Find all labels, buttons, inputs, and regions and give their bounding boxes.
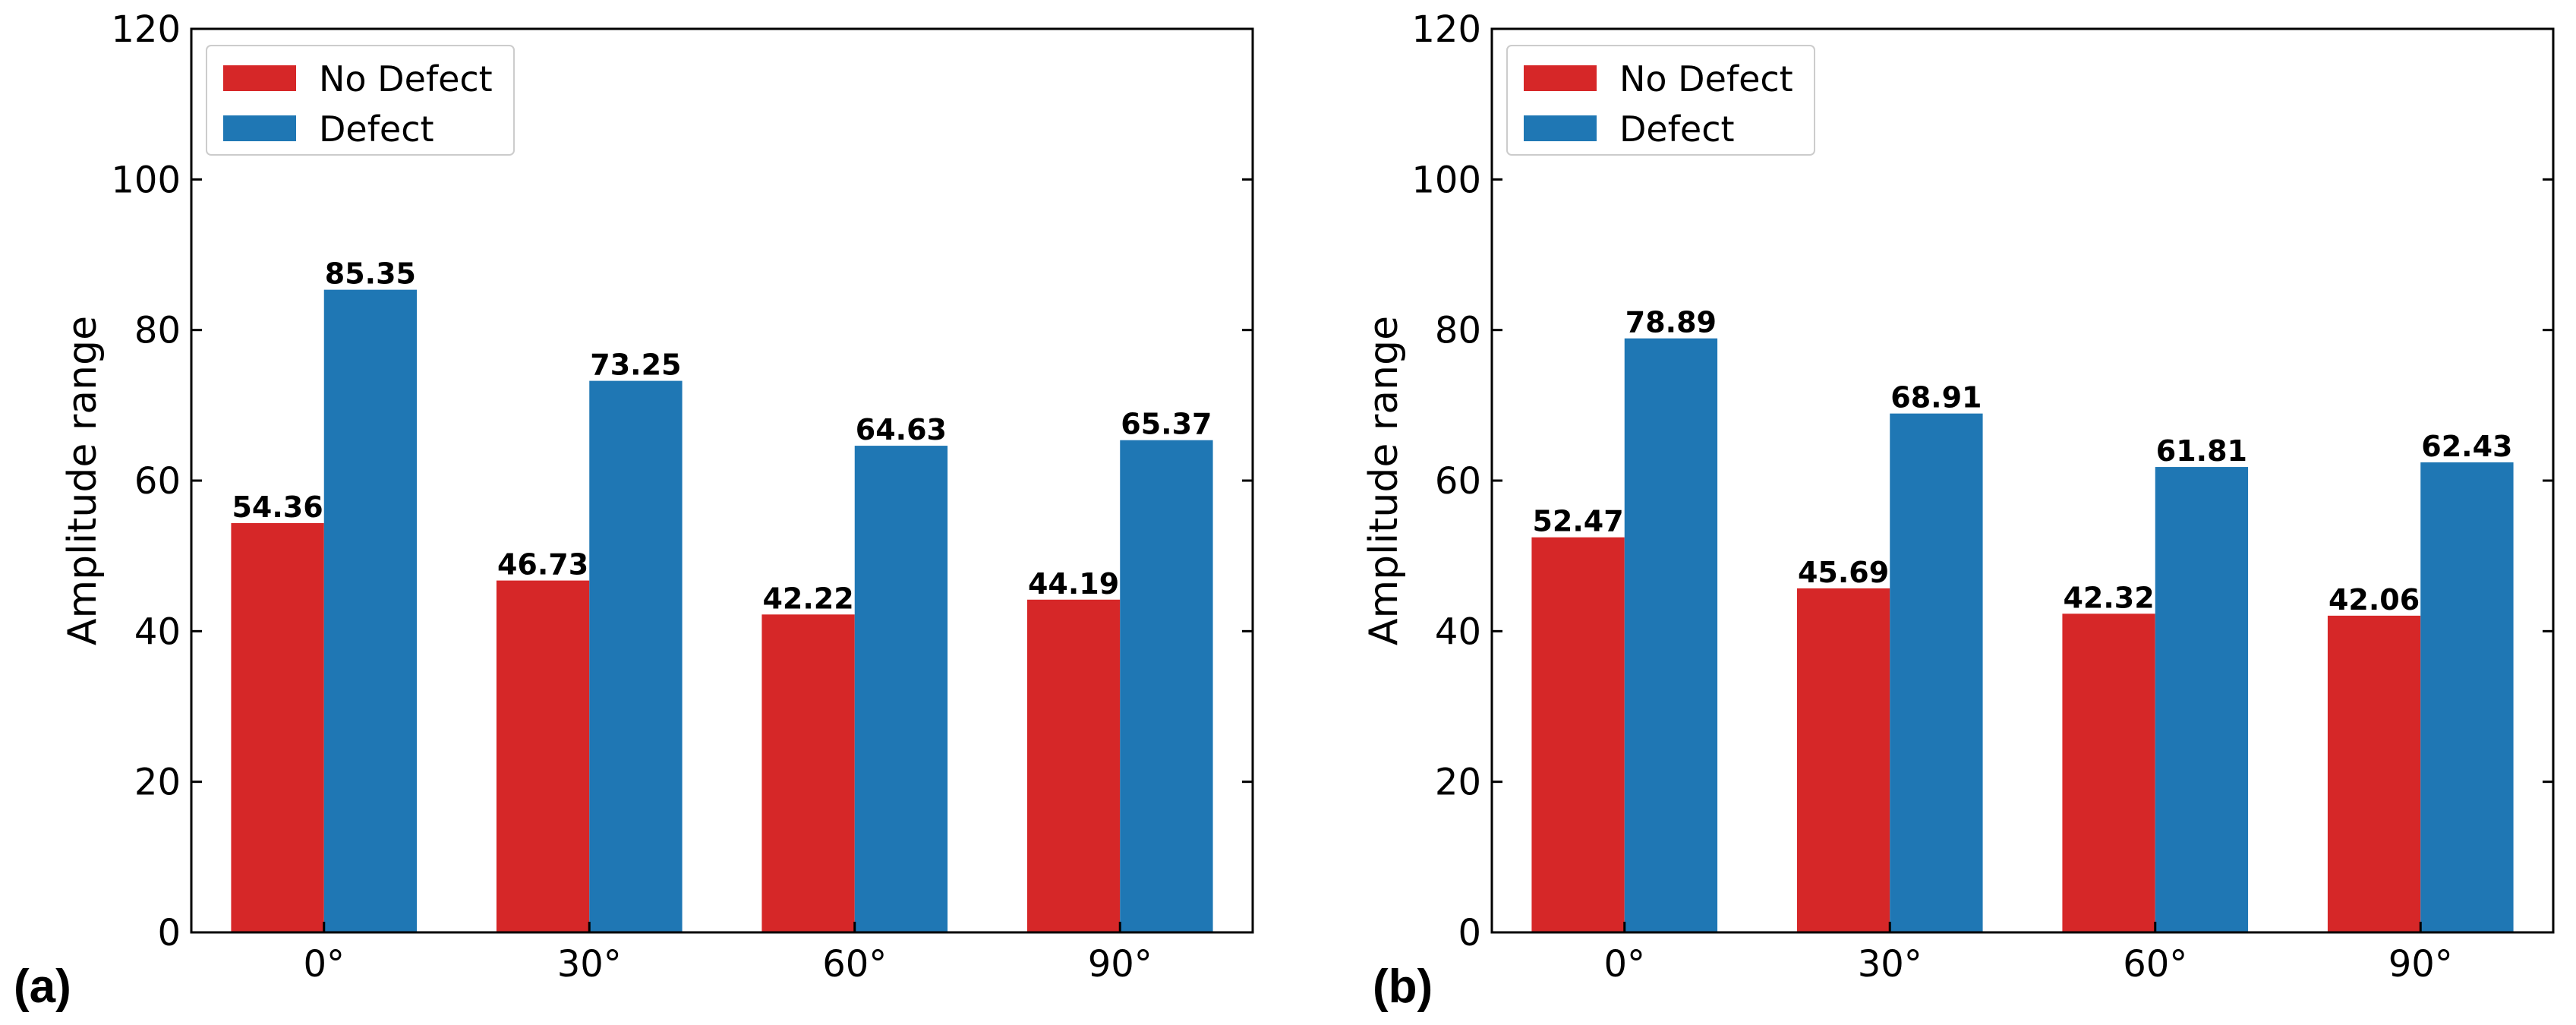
x-tick-group: 0° 30° 60° 90° [303, 922, 1152, 986]
bar-defect [1890, 413, 1983, 932]
legend-swatch-no-defect [223, 65, 296, 91]
bar-defect [2155, 467, 2249, 932]
y-tick-label: 20 [134, 762, 181, 804]
x-tick-label: 30° [557, 943, 622, 986]
bar-defect [589, 380, 683, 933]
bar-value-label: 61.81 [2156, 434, 2247, 468]
bar-value-label: 54.36 [232, 490, 323, 524]
data-label-group: 54.36 85.35 46.73 73.25 42.22 64.63 44.19 65.37 [232, 257, 1212, 616]
bar-no-defect [496, 580, 590, 932]
bar-value-label: 65.37 [1121, 408, 1212, 441]
x-tick-label: 60° [2123, 943, 2187, 986]
x-tick-label: 90° [1088, 943, 1152, 986]
y-tick-label: 80 [134, 310, 181, 352]
x-tick-label: 90° [2388, 943, 2453, 986]
bar-value-label: 85.35 [325, 257, 416, 291]
bar-value-label: 45.69 [1798, 556, 1889, 589]
y-tick-label: 120 [1411, 8, 1481, 51]
x-tick-label: 30° [1858, 943, 1922, 986]
bar-defect [1120, 440, 1213, 932]
y-tick-group: 0 20 40 60 80 100 120 [111, 8, 1253, 954]
bar-no-defect [1796, 588, 1890, 932]
x-tick-label: 0° [303, 943, 345, 986]
bar-no-defect [761, 614, 855, 932]
bar-value-label: 52.47 [1532, 505, 1623, 538]
legend: No Defect Defect [206, 45, 515, 156]
legend-label-defect: Defect [319, 109, 434, 150]
y-tick-group: 0 20 40 60 80 100 120 [1411, 8, 2553, 954]
bar-value-label: 62.43 [2421, 430, 2512, 463]
legend-swatch-no-defect [1524, 65, 1597, 91]
bar-value-label: 46.73 [497, 548, 588, 582]
legend-label-defect: Defect [1619, 109, 1735, 150]
bar-defect [323, 289, 418, 932]
legend-swatch-defect [223, 115, 296, 141]
legend: No Defect Defect [1506, 45, 1815, 156]
legend-label-no-defect: No Defect [1619, 58, 1793, 99]
bar-value-label: 44.19 [1028, 567, 1119, 601]
x-tick-label: 60° [822, 943, 887, 986]
y-axis-label: Amplitude range [1361, 316, 1407, 645]
bar-value-label: 64.63 [856, 413, 947, 446]
y-tick-label: 120 [111, 8, 181, 51]
y-tick-label: 80 [1435, 310, 1481, 352]
bar-defect [854, 446, 948, 932]
bar-no-defect [231, 522, 324, 932]
panel-label-b: (b) [1373, 960, 1433, 1013]
bar-value-label: 42.22 [762, 582, 853, 615]
chart-panel-a: 54.36 85.35 46.73 73.25 42.22 64.63 44.19 65.37… [14, 8, 1254, 1013]
y-tick-label: 0 [1458, 912, 1481, 954]
legend-label-no-defect: No Defect [319, 58, 493, 99]
bar-value-label: 42.06 [2328, 583, 2420, 617]
x-tick-label: 0° [1603, 943, 1645, 986]
bar-value-label: 73.25 [590, 348, 681, 382]
y-tick-label: 100 [1411, 159, 1481, 201]
chart-panel-b: 52.47 78.89 45.69 68.91 42.32 61.81 42.06 62.43… [1361, 8, 2555, 1013]
y-tick-label: 20 [1435, 762, 1481, 804]
legend-swatch-defect [1524, 115, 1597, 141]
y-axis-label: Amplitude range [60, 316, 106, 645]
y-tick-label: 40 [134, 610, 181, 653]
bar-value-label: 68.91 [1890, 381, 1982, 415]
x-tick-group: 0° 30° 60° 90° [1603, 922, 2453, 986]
bar-group [231, 289, 1213, 933]
bar-value-label: 42.32 [2063, 581, 2154, 614]
bar-no-defect [2062, 613, 2155, 932]
y-tick-label: 0 [157, 912, 181, 954]
y-tick-label: 60 [134, 460, 181, 503]
bar-defect [1624, 338, 1718, 932]
y-tick-label: 40 [1435, 610, 1481, 653]
bar-value-label: 78.89 [1625, 306, 1717, 339]
bar-no-defect [2327, 615, 2421, 932]
bar-no-defect [1531, 537, 1625, 932]
y-tick-label: 60 [1435, 460, 1481, 503]
bar-group [1531, 338, 2514, 932]
data-label-group: 52.47 78.89 45.69 68.91 42.32 61.81 42.06 62.43 [1532, 306, 2512, 617]
bar-defect [2420, 462, 2514, 932]
bar-no-defect [1026, 599, 1121, 932]
y-tick-label: 100 [111, 159, 181, 201]
panel-label-a: (a) [14, 960, 71, 1013]
